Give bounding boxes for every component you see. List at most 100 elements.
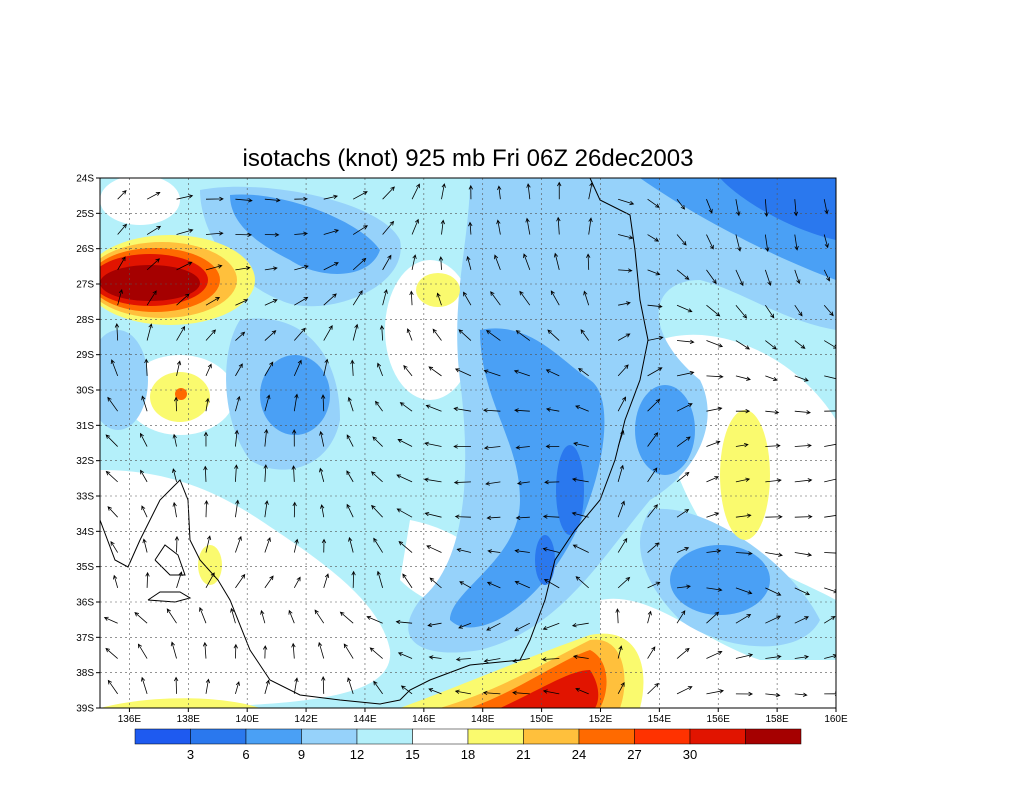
wind-arrow [348, 536, 354, 553]
wind-arrow [376, 570, 384, 588]
wind-arrow [463, 291, 472, 306]
wind-arrow [320, 394, 326, 412]
wind-arrow [466, 255, 472, 270]
wind-arrow [514, 548, 530, 554]
wind-arrow [706, 611, 720, 624]
wind-arrow [497, 185, 502, 200]
wind-arrow [343, 643, 354, 659]
colorbar-label: 30 [683, 747, 697, 762]
wind-arrow [117, 288, 123, 306]
wind-arrow [496, 219, 501, 235]
wind-arrow [468, 221, 473, 235]
wind-arrow [588, 181, 594, 200]
wind-arrow [706, 548, 722, 554]
wind-arrow [382, 186, 395, 200]
wind-arrow [523, 253, 531, 271]
wind-arrow [483, 408, 501, 413]
wind-arrow [205, 196, 224, 202]
colorbar-swatch [689, 728, 746, 745]
wind-arrow [372, 436, 383, 447]
wind-arrow [202, 641, 208, 659]
wind-arrow [235, 395, 241, 412]
wind-arrow [291, 642, 296, 659]
wind-arrow [379, 324, 385, 341]
lat-tick-label: 27S [76, 280, 94, 291]
wind-arrow [140, 432, 148, 447]
wind-arrow [647, 398, 661, 412]
wind-arrow [513, 369, 530, 377]
wind-arrow [454, 514, 471, 519]
colorbar-label: 9 [298, 747, 305, 762]
wind-arrow [294, 296, 309, 306]
wind-arrow [205, 535, 212, 553]
wind-arrow [411, 183, 420, 200]
wind-arrow [794, 654, 810, 660]
wind-arrow [676, 647, 690, 659]
wind-arrow [794, 340, 806, 349]
wind-arrow [291, 465, 296, 482]
wind-arrow [765, 340, 777, 350]
wind-arrow [765, 654, 782, 660]
wind-arrow [735, 234, 742, 252]
wind-arrow [235, 535, 242, 553]
wind-arrow [526, 183, 531, 200]
wind-arrow [824, 443, 836, 447]
wind-arrow [205, 296, 221, 306]
wind-arrow [794, 443, 812, 448]
wind-arrow [398, 541, 413, 553]
wind-arrow [824, 375, 836, 381]
wind-arrow [647, 432, 659, 447]
wind-arrow [438, 256, 444, 270]
wind-arrow [735, 477, 751, 483]
wind-arrow [824, 410, 836, 412]
wind-arrow [735, 551, 753, 556]
wind-arrow [205, 397, 210, 412]
wind-arrow [486, 581, 501, 589]
wind-arrow [397, 439, 413, 447]
wind-arrow [146, 225, 162, 235]
wind-arrow [765, 587, 782, 596]
wind-arrow [542, 622, 560, 631]
lat-tick-label: 35S [76, 562, 94, 573]
wind-arrow [107, 679, 118, 695]
wind-arrow [647, 269, 661, 276]
wind-arrow [205, 264, 223, 271]
wind-arrow [706, 269, 717, 285]
wind-arrow [706, 587, 723, 592]
wind-arrow [411, 254, 417, 270]
wind-arrow [347, 677, 354, 694]
wind-arrow [676, 339, 695, 345]
wind-arrow [586, 253, 591, 270]
wind-arrow [794, 587, 811, 596]
wind-arrow [176, 325, 186, 341]
wind-arrow [456, 547, 472, 553]
wind-arrow [203, 431, 209, 447]
wind-arrow [320, 504, 325, 518]
colorbar-label: 6 [242, 747, 249, 762]
wind-arrow [483, 369, 501, 377]
wind-arrow [352, 191, 368, 200]
lat-tick-label: 37S [76, 633, 94, 644]
wind-arrow [824, 691, 836, 696]
wind-arrow [676, 234, 687, 246]
wind-arrow [525, 217, 531, 235]
wind-arrow [578, 367, 589, 377]
wind-arrow [230, 607, 236, 624]
wind-arrow [676, 686, 693, 695]
colorbar-swatch [301, 728, 358, 745]
wind-arrow [176, 571, 183, 588]
wind-arrow [676, 471, 690, 483]
wind-arrow [516, 480, 530, 486]
wind-arrow [144, 358, 149, 376]
wind-arrow [617, 364, 629, 377]
wind-arrow [400, 685, 413, 695]
wind-arrow [486, 622, 501, 631]
wind-arrow [140, 469, 148, 483]
wind-arrow [617, 537, 628, 553]
wind-arrow [735, 375, 751, 381]
wind-arrow [346, 470, 354, 483]
wind-arrow [824, 515, 836, 518]
wind-arrow [172, 501, 177, 518]
wind-arrow [321, 676, 326, 694]
wind-arrow [264, 537, 271, 553]
